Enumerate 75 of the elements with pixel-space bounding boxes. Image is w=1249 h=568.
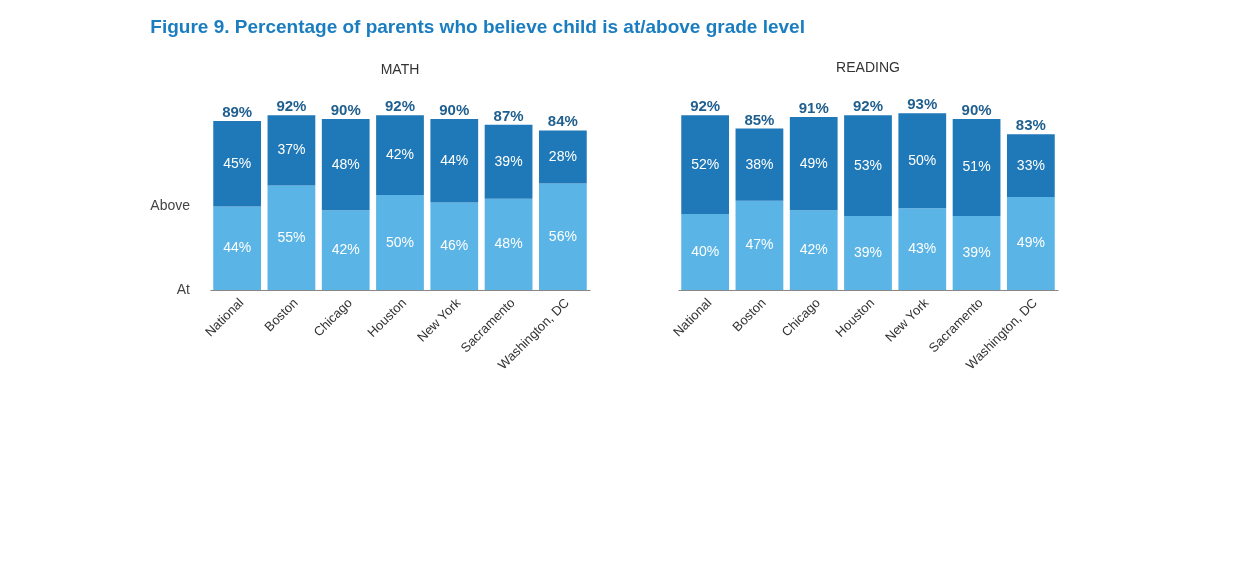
bar (213, 120, 262, 207)
bar (681, 115, 730, 214)
total-label: 92% (852, 97, 884, 115)
bar (898, 113, 947, 209)
total-label: 85% (744, 110, 775, 128)
data-label: 44% (223, 239, 252, 256)
data-label: 45% (223, 154, 252, 171)
series-label: Above (150, 197, 191, 214)
total-label: 90% (330, 101, 361, 118)
bar (538, 183, 587, 290)
bar (430, 119, 479, 203)
total-label: 84% (547, 112, 578, 130)
bar (1006, 196, 1055, 290)
data-label: 39% (494, 152, 523, 169)
data-label: 47% (745, 236, 774, 253)
bar (789, 117, 838, 211)
data-label: 42% (385, 146, 415, 163)
data-label: 33% (1016, 156, 1045, 173)
bar (1006, 134, 1055, 197)
bar (321, 210, 370, 290)
bar (789, 210, 838, 290)
total-label: 92% (384, 97, 416, 115)
data-label: 55% (277, 228, 306, 245)
data-label: 51% (962, 158, 991, 175)
data-label: 48% (331, 155, 360, 172)
bar (267, 115, 316, 186)
bar (376, 195, 424, 290)
data-label: 52% (691, 155, 720, 172)
total-label: 90% (961, 101, 992, 118)
data-label: 39% (853, 243, 883, 260)
bar (538, 130, 587, 184)
chart-subtitle: MATH (380, 61, 420, 78)
total-label: 92% (690, 97, 721, 115)
bar (735, 128, 784, 201)
total-label: 87% (493, 106, 524, 124)
data-label: 49% (1016, 234, 1045, 251)
data-label: 50% (908, 151, 937, 168)
bar (952, 119, 1001, 216)
bar (952, 215, 1001, 290)
total-label: 93% (907, 95, 938, 113)
data-label: 38% (745, 155, 774, 172)
bar (484, 198, 533, 290)
bar (321, 119, 370, 211)
bar (898, 208, 947, 290)
total-label: 90% (439, 101, 470, 118)
bar (844, 215, 892, 290)
data-label: 56% (548, 227, 577, 244)
bar (376, 115, 424, 195)
bar (844, 115, 892, 216)
bar (484, 124, 533, 199)
data-label: 39% (962, 243, 991, 260)
bar (735, 200, 784, 290)
chart-title: Figure 9. Percentage of parents who believe child is at/above grade level (150, 16, 805, 38)
data-label: 44% (440, 151, 469, 168)
data-label: 49% (799, 154, 828, 171)
bar (681, 214, 730, 290)
total-label: 83% (1015, 116, 1046, 134)
data-label: 40% (691, 243, 720, 259)
data-label: 37% (277, 141, 306, 158)
data-label: 48% (494, 235, 523, 252)
data-label: 46% (440, 237, 469, 254)
total-label: 89% (222, 102, 253, 120)
total-label: 92% (276, 97, 307, 115)
chart-title: READING (836, 59, 900, 76)
data-label: 28% (548, 148, 577, 164)
bar (430, 202, 479, 290)
series-label: At (176, 281, 191, 297)
bar (267, 185, 316, 290)
data-label: 42% (331, 241, 360, 258)
data-label: 53% (853, 156, 883, 173)
data-label: 50% (385, 233, 415, 250)
data-label: 43% (908, 240, 937, 257)
data-label: 42% (799, 241, 828, 258)
bar (213, 206, 262, 290)
total-label: 91% (798, 99, 829, 117)
